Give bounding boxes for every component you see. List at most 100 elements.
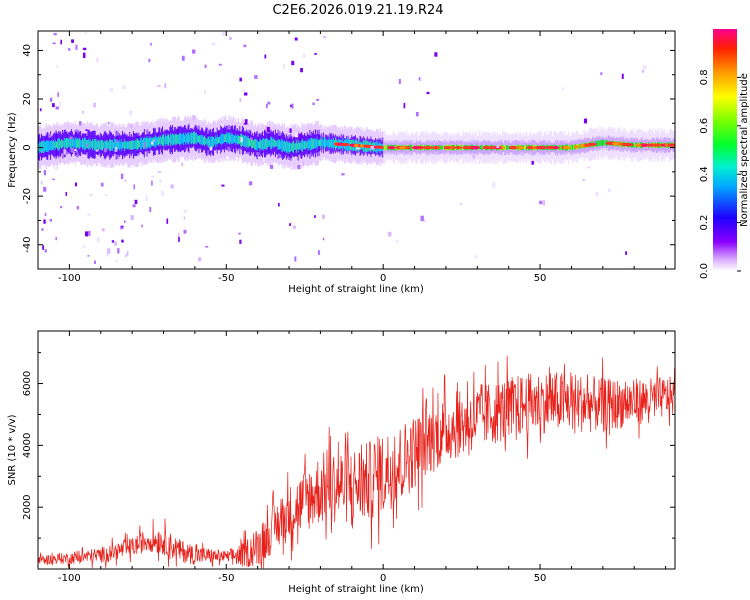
spectrogram-core <box>58 137 60 151</box>
spectrogram-speckle <box>204 64 207 69</box>
spectrogram-speckle <box>134 199 138 204</box>
spectrogram-core <box>328 137 330 150</box>
spectrogram-core <box>186 132 188 145</box>
spectrogram-speckle <box>67 48 71 51</box>
spectrogram-core <box>316 137 319 150</box>
spectrogram-core <box>116 139 118 151</box>
spectrogram-core <box>291 143 293 151</box>
spectrogram-core <box>461 145 463 150</box>
spectrogram-core <box>260 140 262 149</box>
spectrogram-speckle <box>218 63 222 66</box>
spectrogram-core <box>305 141 308 149</box>
y-tick-label: -40 <box>22 237 33 253</box>
spectrogram-speckle <box>71 39 74 43</box>
spectrogram-core <box>479 145 481 150</box>
spectrogram-speckle <box>83 244 86 249</box>
spectrogram-core <box>279 139 281 151</box>
spectrogram-core <box>295 140 298 153</box>
snr-background <box>38 331 675 569</box>
spectrogram-core <box>257 141 259 149</box>
spectrogram-core <box>324 138 327 148</box>
spectrogram-core <box>178 134 180 144</box>
spectrogram-core <box>191 132 193 144</box>
snr-series-line <box>38 355 675 569</box>
spectrogram-speckle <box>496 144 500 149</box>
spectrogram-speckle <box>205 245 209 248</box>
spectrogram-core <box>108 141 110 150</box>
spectrogram-core <box>134 140 137 150</box>
spectrogram-speckle <box>39 108 42 112</box>
spectrogram-core <box>255 139 258 151</box>
spectrogram-speckle <box>204 89 206 94</box>
spectrogram-peak <box>398 145 406 150</box>
spectrogram-core <box>174 133 177 145</box>
spectrogram-core <box>95 138 97 151</box>
snr-ylabel: SNR (10 * v/v) <box>7 414 18 485</box>
spectrogram-core <box>203 135 206 146</box>
spectrogram-speckle <box>291 103 294 109</box>
spectrogram-core <box>173 135 176 144</box>
spectrogram-core <box>209 139 211 146</box>
spectrogram-core <box>161 136 163 145</box>
spectrogram-speckle <box>120 225 124 230</box>
spectrogram-core <box>167 133 169 147</box>
spectrogram-core <box>597 140 600 147</box>
spectrogram-speckle <box>145 195 148 201</box>
spectrogram-core <box>82 139 85 149</box>
spectrogram-core <box>61 139 63 149</box>
figure-title: C2E6.2026.019.21.19.R24 <box>272 3 443 18</box>
spectrogram-core <box>149 137 151 148</box>
spectrogram-core <box>256 139 259 151</box>
spectrogram-core <box>180 133 182 145</box>
spectrogram-speckle <box>124 179 127 182</box>
spectrogram-peak <box>433 145 440 150</box>
spectrogram-core <box>193 131 195 145</box>
spectrogram-core <box>213 138 216 145</box>
spectrogram-speckle <box>82 47 87 51</box>
spectrogram-speckle <box>474 255 478 259</box>
colorbar-ticks: 0.0 0.2 0.4 0.6 0.8 <box>699 69 741 279</box>
spectrogram-core <box>195 132 198 145</box>
spectrogram-peak <box>552 145 560 150</box>
spectrogram-speckle <box>55 236 57 241</box>
spectrogram-core <box>213 136 215 147</box>
spectrogram-core <box>94 138 97 151</box>
spectrogram-core <box>73 139 76 147</box>
spectrogram-speckle <box>289 128 292 133</box>
spectrogram-speckle <box>85 129 88 132</box>
spectrogram-speckle <box>49 219 53 222</box>
spectrogram-core <box>57 138 59 151</box>
spectrogram-core <box>441 145 443 150</box>
spectrogram-speckle <box>117 248 120 254</box>
spectrogram-core <box>227 133 229 143</box>
spectrogram-core <box>271 136 273 150</box>
spectrogram-speckle <box>93 102 96 108</box>
spectrogram-core <box>153 137 156 147</box>
spectrogram-core <box>228 132 230 145</box>
spectrogram-core <box>243 135 246 147</box>
spectrogram-speckle <box>94 260 97 264</box>
x-tick-label: -100 <box>58 273 81 284</box>
spectrogram-speckle <box>101 228 105 232</box>
spectrogram-speckle <box>154 124 157 126</box>
spectrogram-speckle <box>43 170 47 176</box>
spectrogram-core <box>55 141 57 149</box>
spectrogram-core <box>634 143 636 148</box>
spectrogram-core <box>181 133 183 144</box>
spectrogram-speckle <box>289 223 292 226</box>
spectrogram-core <box>45 140 47 152</box>
spectrogram-peak <box>573 145 580 149</box>
spectrogram-core <box>225 133 228 143</box>
spectrogram-core <box>238 135 240 144</box>
spectrogram-core <box>325 140 328 147</box>
spectrogram-speckle <box>129 110 133 116</box>
spectrogram-speckle <box>43 219 46 224</box>
spectrogram-speckle <box>120 173 124 180</box>
spectrogram-core <box>65 137 67 149</box>
spectrogram-speckle <box>151 180 153 186</box>
spectrogram-core <box>112 139 114 151</box>
spectrogram-core <box>596 140 598 147</box>
spectrogram-core <box>231 133 233 145</box>
spectrogram-speckle <box>86 143 89 147</box>
